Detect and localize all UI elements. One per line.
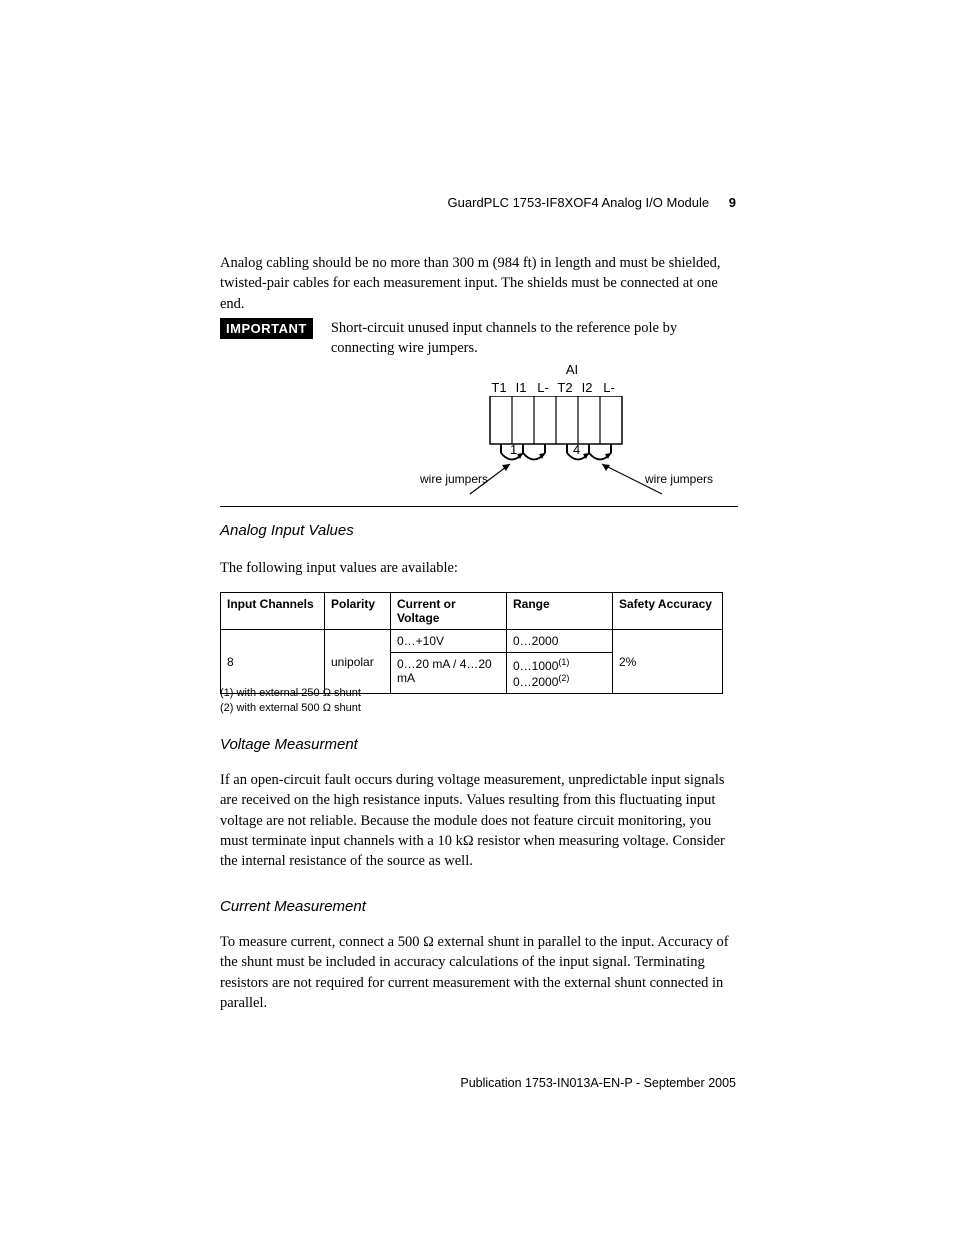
cell-range-1: 0…2000	[507, 630, 613, 653]
col-input-channels: Input Channels	[221, 593, 325, 630]
terminal-label: I1	[510, 380, 532, 395]
terminal-bottom-number: 4	[573, 442, 580, 457]
col-range: Range	[507, 593, 613, 630]
page: GuardPLC 1753-IF8XOF4 Analog I/O Module …	[0, 0, 954, 1235]
publication-footer: Publication 1753-IN013A-EN-P - September…	[460, 1076, 736, 1090]
terminal-label: L-	[532, 380, 554, 395]
cell-cv-2: 0…20 mA / 4…20 mA	[391, 653, 507, 694]
col-safety-accuracy: Safety Accuracy	[613, 593, 723, 630]
section-rule	[220, 506, 738, 507]
important-badge: IMPORTANT	[220, 318, 313, 339]
running-header: GuardPLC 1753-IF8XOF4 Analog I/O Module …	[448, 195, 736, 210]
terminal-label: T2	[554, 380, 576, 395]
input-values-table: Input Channels Polarity Current or Volta…	[220, 592, 723, 694]
page-number: 9	[729, 195, 736, 210]
terminal-diagram: AI T1I1L-T2I2L-	[450, 362, 730, 502]
wire-jumpers-label-left: wire jumpers	[420, 472, 488, 486]
cell-input-channels: 8	[221, 630, 325, 694]
col-current-voltage: Current or Voltage	[391, 593, 507, 630]
cell-safety-accuracy: 2%	[613, 630, 723, 694]
footnote-1: (1) with external 250 Ω shunt	[220, 686, 361, 701]
table-footnotes: (1) with external 250 Ω shunt (2) with e…	[220, 686, 361, 717]
important-callout: IMPORTANT Short-circuit unused input cha…	[220, 318, 731, 359]
intro-paragraph: Analog cabling should be no more than 30…	[220, 253, 740, 314]
col-polarity: Polarity	[325, 593, 391, 630]
heading-analog-input-values: Analog Input Values	[220, 522, 354, 539]
diagram-title: AI	[566, 362, 578, 377]
table-header-row: Input Channels Polarity Current or Volta…	[221, 593, 723, 630]
table-row: 8 unipolar 0…+10V 0…2000 2%	[221, 630, 723, 653]
header-title: GuardPLC 1753-IF8XOF4 Analog I/O Module	[448, 195, 710, 210]
terminal-label: I2	[576, 380, 598, 395]
important-text: Short-circuit unused input channels to t…	[331, 318, 731, 359]
current-paragraph: To measure current, connect a 500 Ω exte…	[220, 932, 740, 1013]
heading-current: Current Measurement	[220, 898, 366, 915]
terminal-label: L-	[598, 380, 620, 395]
cell-cv-1: 0…+10V	[391, 630, 507, 653]
terminal-bottom-number: 1	[510, 442, 517, 457]
footnote-2: (2) with external 500 Ω shunt	[220, 701, 361, 716]
voltage-paragraph: If an open-circuit fault occurs during v…	[220, 770, 740, 871]
wire-jumpers-label-right: wire jumpers	[645, 472, 713, 486]
cell-range-2: 0…1000(1) 0…2000(2)	[507, 653, 613, 694]
cell-polarity: unipolar	[325, 630, 391, 694]
analog-input-intro: The following input values are available…	[220, 558, 740, 578]
terminal-label: T1	[488, 380, 510, 395]
heading-voltage: Voltage Measurment	[220, 736, 358, 753]
terminal-svg	[450, 396, 730, 516]
